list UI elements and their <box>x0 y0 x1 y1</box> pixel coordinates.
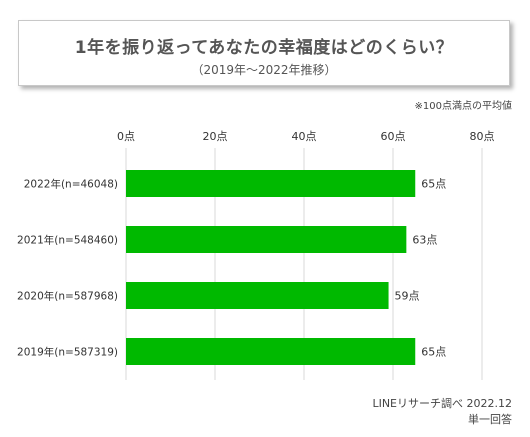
category-label: 2019年(n=587319) <box>17 346 118 359</box>
source-line-1: LINEリサーチ調べ 2022.12 <box>372 397 512 410</box>
chart-note: ※100点満点の平均値 <box>414 101 512 112</box>
category-label: 2021年(n=548460) <box>17 234 118 247</box>
bar <box>126 170 416 197</box>
x-tick-label: 40点 <box>292 130 317 143</box>
chart-subtitle: （2019年〜2022年推移） <box>191 63 337 77</box>
source-note: LINEリサーチ調べ 2022.12 単一回答 <box>372 396 512 428</box>
category-label: 2022年(n=46048) <box>24 178 118 191</box>
data-label: 65点 <box>421 346 446 359</box>
data-label: 59点 <box>395 290 420 303</box>
category-label: 2020年(n=587968) <box>17 290 118 303</box>
x-tick-label: 60点 <box>381 130 406 143</box>
x-tick-label: 20点 <box>203 130 228 143</box>
source-line-2: 単一回答 <box>468 413 512 426</box>
bar <box>126 338 416 365</box>
x-tick-label: 0点 <box>117 130 135 143</box>
chart-title: 1年を振り返ってあなたの幸福度はどのくらい？ <box>74 38 454 58</box>
data-label: 65点 <box>421 178 446 191</box>
bar <box>126 226 407 253</box>
data-label: 63点 <box>412 234 437 247</box>
title-box: 1年を振り返ってあなたの幸福度はどのくらい？ （2019年〜2022年推移） <box>18 20 510 86</box>
x-tick-label: 80点 <box>470 130 495 143</box>
bar <box>126 282 389 309</box>
